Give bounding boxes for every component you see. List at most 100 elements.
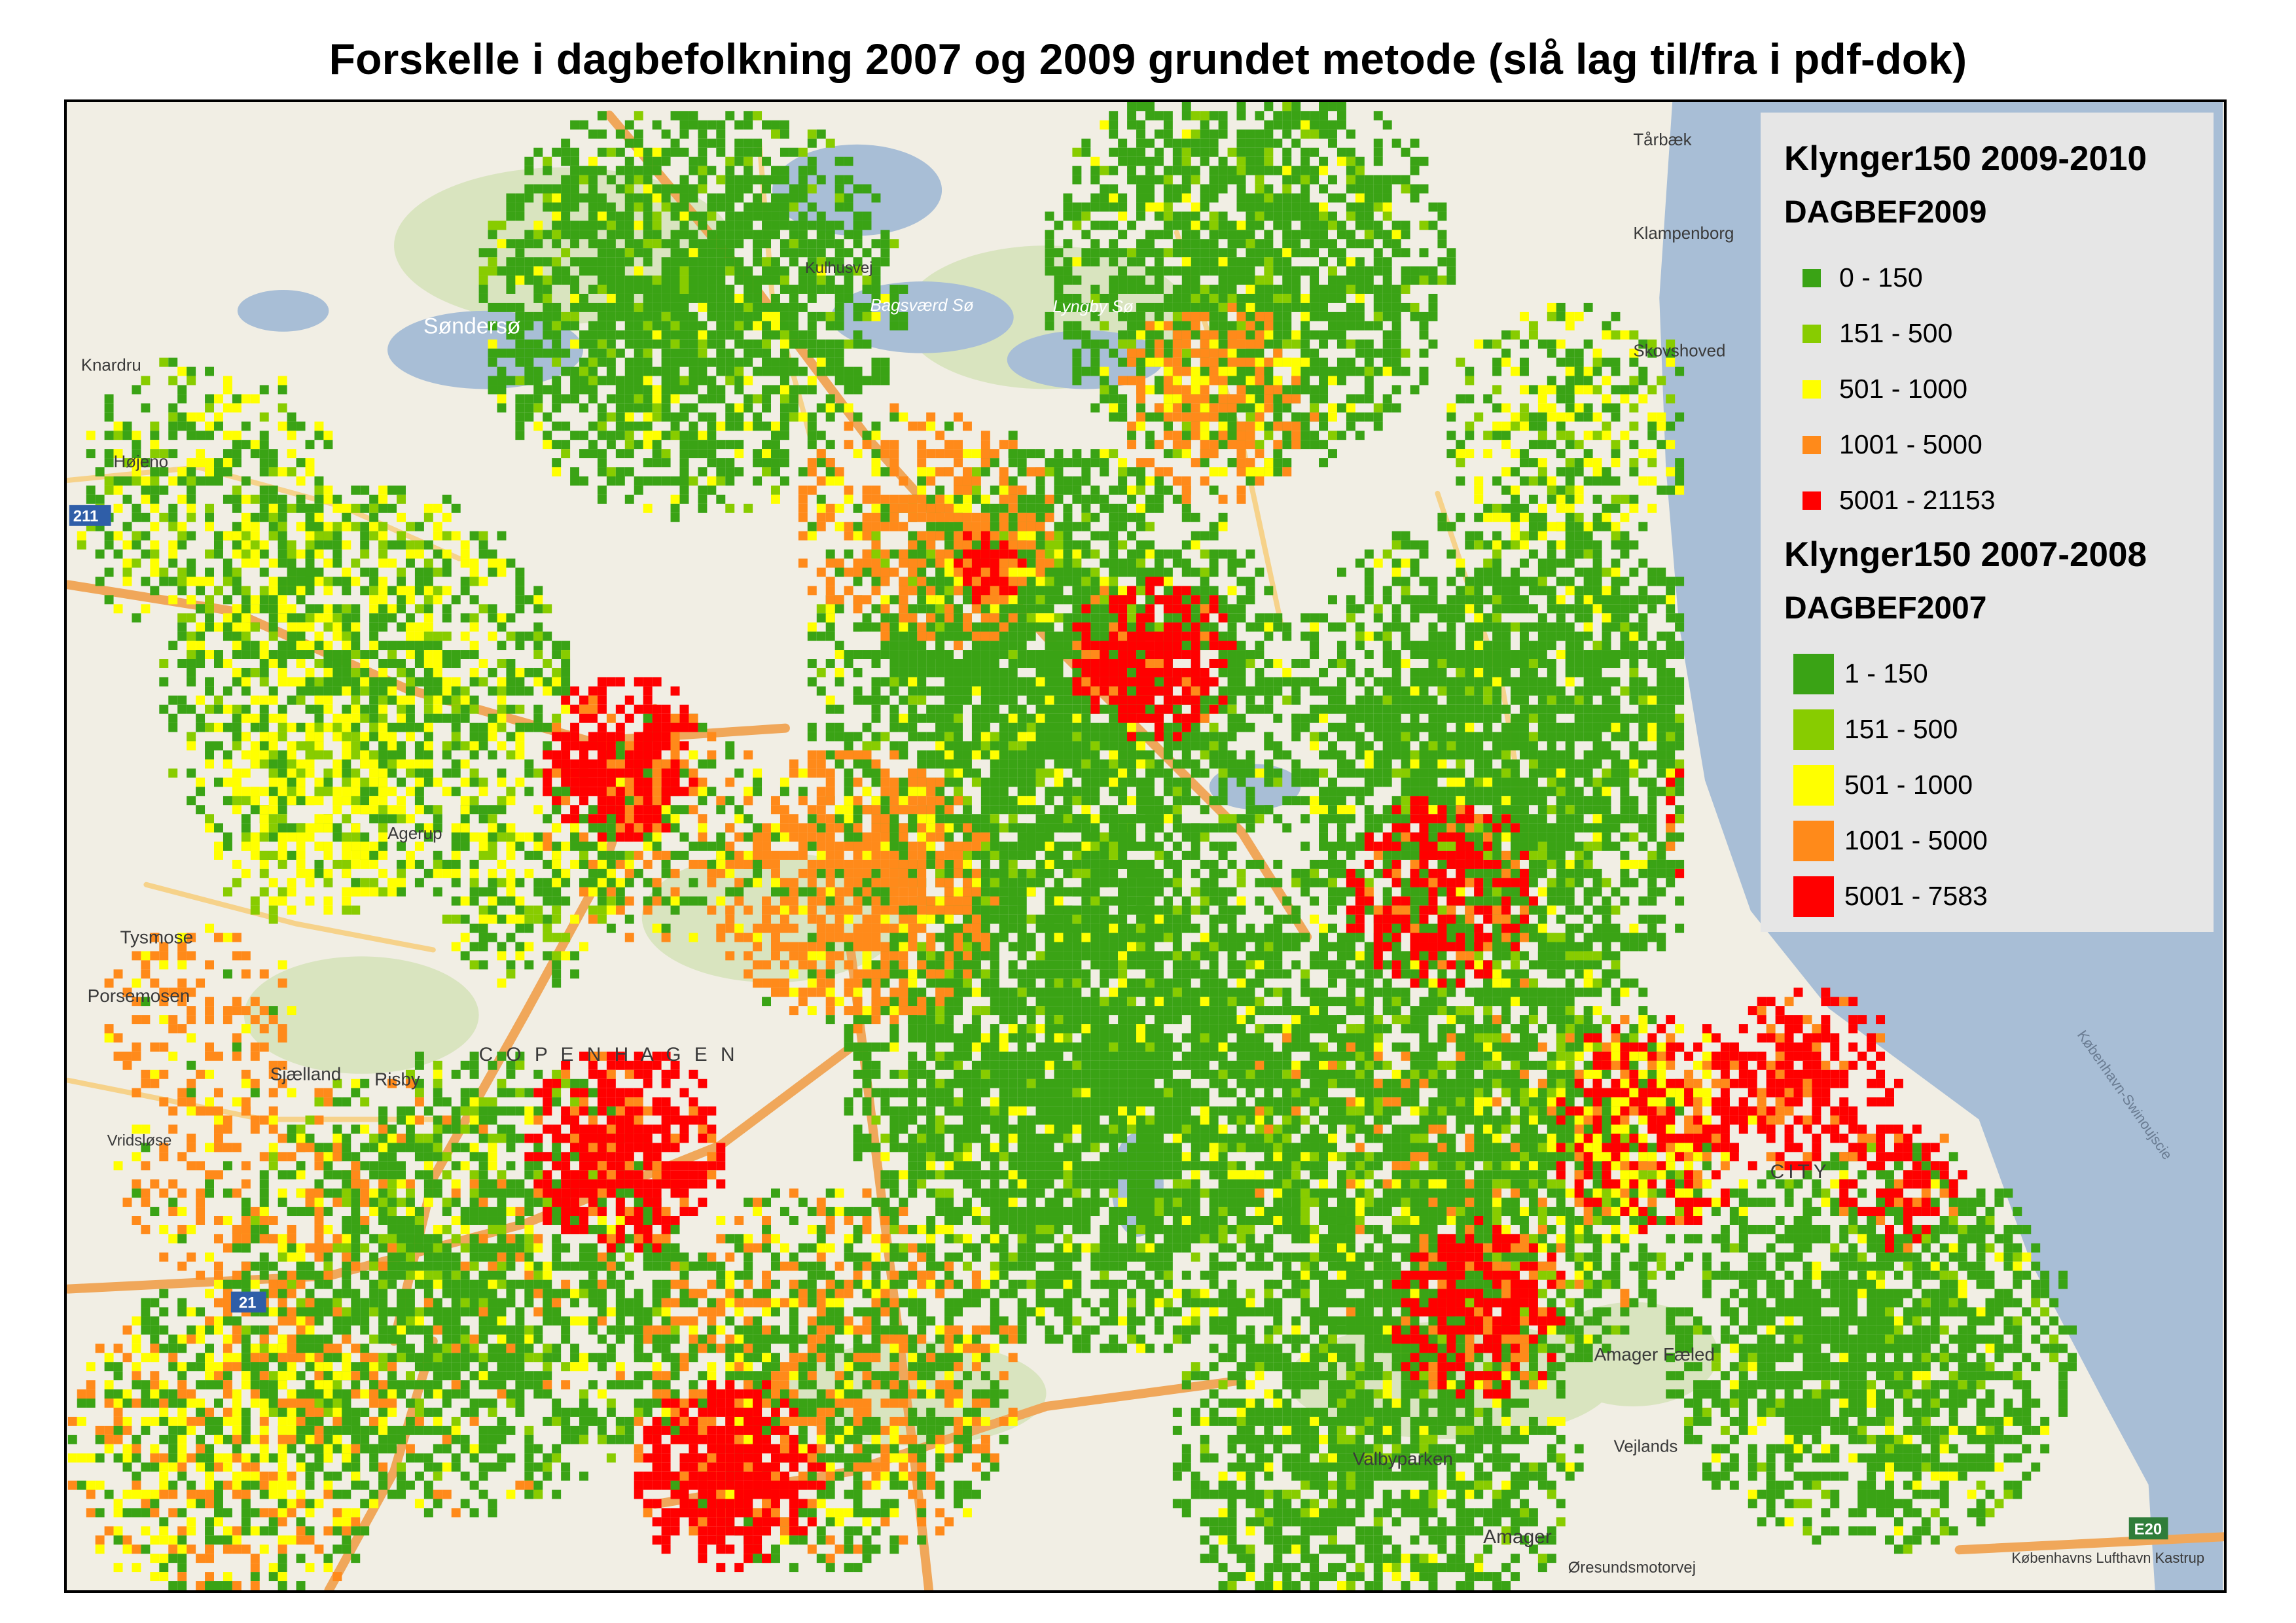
population-cell [1063,1170,1073,1180]
population-cell [1090,357,1100,367]
population-cell [1382,285,1392,294]
population-cell [862,248,872,258]
population-cell [1172,549,1182,559]
population-cell [552,330,562,340]
population-cell [1355,184,1365,194]
population-cell [1072,997,1082,1007]
population-cell [971,988,981,997]
population-cell [1209,978,1219,988]
map-svg[interactable]: Søndersø Bagsværd Sø Lyngby Sø Kulhusvej… [67,102,2224,1590]
population-cell [1035,832,1045,842]
population-cell [725,366,735,376]
population-cell [926,997,936,1007]
population-cell [1008,622,1018,632]
population-cell [707,302,717,312]
population-cell [871,622,881,632]
population-cell [1227,905,1237,915]
population-cell [1081,859,1091,869]
population-cell [1227,412,1237,422]
population-cell [588,202,598,212]
population-cell [734,120,744,130]
population-cell [588,257,598,267]
population-cell [1200,567,1210,577]
population-cell [1382,293,1392,303]
population-cell [624,357,634,367]
population-cell [1246,312,1255,321]
population-cell [1145,1006,1155,1016]
population-cell [990,704,999,714]
population-cell [962,1106,972,1116]
population-cell [679,312,689,321]
population-cell [1227,814,1237,824]
population-cell [698,257,708,267]
population-cell [1236,868,1246,878]
population-cell [588,302,598,312]
population-cell [1072,549,1082,559]
population-cell [990,787,999,796]
population-cell [533,276,543,285]
population-cell [1100,622,1109,632]
population-cell [1090,166,1100,175]
population-cell [853,385,863,395]
population-cell [615,266,625,276]
population-cell [1017,842,1027,851]
population-cell [1328,412,1337,422]
population-cell [1081,494,1091,504]
population-cell [734,266,744,276]
population-cell [1045,1006,1054,1016]
population-cell [1026,695,1036,705]
population-cell [652,431,662,440]
population-cell [1191,1069,1200,1079]
population-cell [1154,1042,1164,1052]
population-cell [1054,878,1064,887]
population-cell [561,230,571,240]
population-cell [1109,293,1119,303]
population-cell [606,257,616,267]
population-cell [515,348,525,358]
population-cell [1172,942,1182,952]
population-cell [707,239,717,249]
population-cell [962,832,972,842]
population-cell [716,385,726,395]
population-cell [917,604,927,614]
population-cell [734,403,744,413]
population-cell [1218,120,1228,130]
population-cell [999,604,1009,614]
population-cell [579,302,588,312]
population-cell [1181,988,1191,997]
population-cell [1391,403,1401,413]
population-cell [1172,1170,1182,1180]
population-cell [1227,248,1237,258]
population-cell [980,823,990,833]
population-cell [935,1152,945,1162]
population-cell [1364,412,1374,422]
population-cell [1063,1024,1073,1033]
population-cell [1209,175,1219,185]
population-cell [1008,823,1018,833]
population-cell [1209,166,1219,175]
population-cell [1063,622,1073,632]
population-cell [579,366,588,376]
population-cell [844,385,853,395]
population-cell [1136,796,1145,806]
population-cell [980,713,990,723]
population-cell [971,777,981,787]
population-cell [1191,732,1200,741]
population-cell [1081,978,1091,988]
population-cell [533,394,543,404]
population-cell [1246,1179,1255,1189]
population-cell [1118,1161,1128,1171]
population-cell [1090,988,1100,997]
population-cell [606,357,616,367]
population-cell [515,376,525,385]
population-cell [999,1069,1009,1079]
population-cell [624,276,634,285]
population-cell [1209,394,1219,404]
population-cell [1109,1069,1119,1079]
population-cell [1081,951,1091,961]
population-cell [1328,293,1337,303]
population-cell [679,211,689,221]
population-cell [798,266,808,276]
population-cell [908,531,918,541]
population-cell [588,366,598,376]
